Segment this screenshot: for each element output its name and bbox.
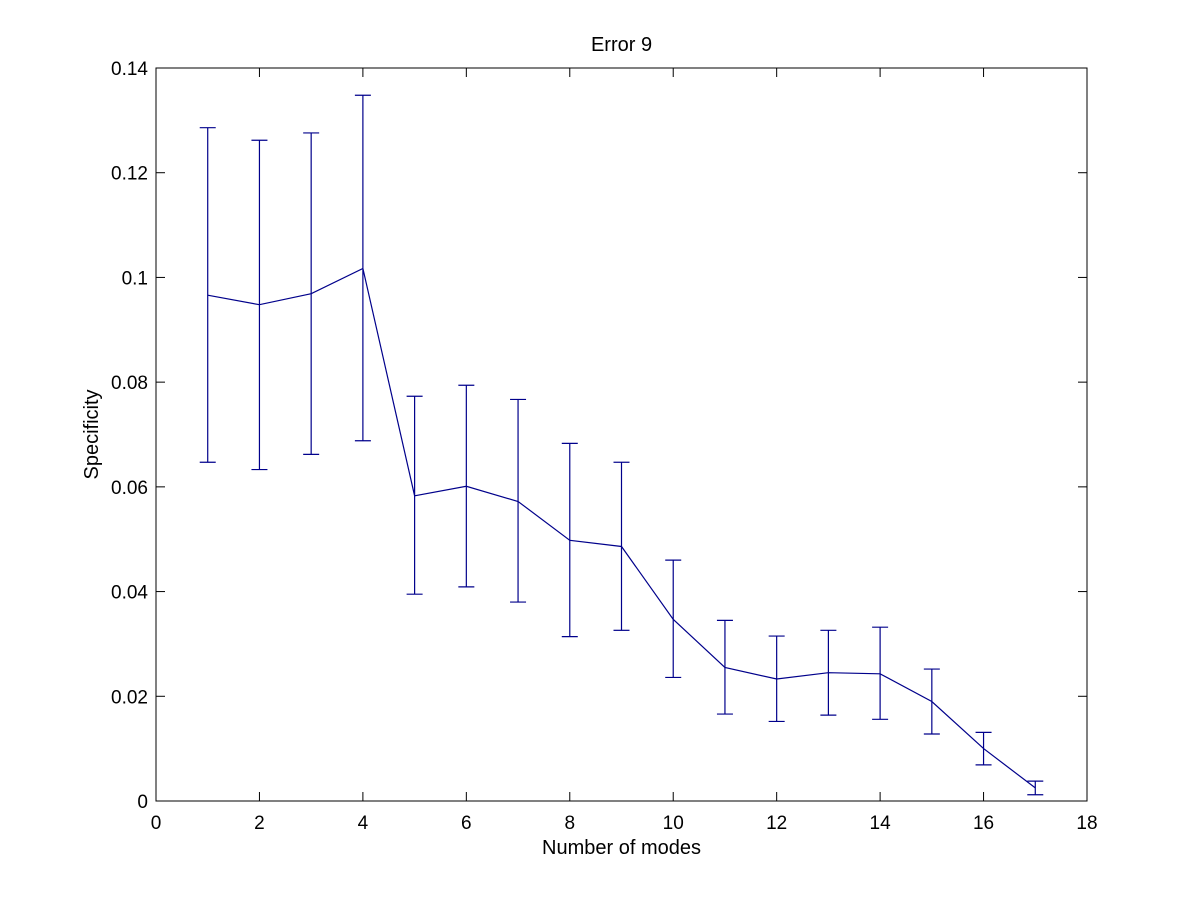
- x-tick-label: 6: [461, 813, 472, 834]
- x-tick-label: 10: [663, 813, 684, 834]
- y-tick-label: 0.14: [111, 59, 148, 80]
- error-bars: [199, 94, 1044, 796]
- x-tick-label: 2: [254, 813, 265, 834]
- chart-title: Error 9: [591, 34, 652, 56]
- y-tick-label: 0.06: [111, 478, 148, 499]
- x-tick-label: 18: [1076, 813, 1097, 834]
- x-tick-label: 14: [870, 813, 892, 834]
- y-tick-label: 0.02: [111, 687, 148, 708]
- axis-tick-labels: 0 2 4 6 8 10 12 14 16 18 0 0.02 0.04 0.06 0.08 0.1 0.12 0…: [111, 59, 1098, 834]
- x-tick-label: 4: [358, 813, 369, 834]
- y-tick-label: 0.12: [111, 164, 148, 185]
- y-tick-label: 0.1: [122, 268, 148, 289]
- axis-ticks: [155, 67, 1088, 802]
- x-axis-title: Number of modes: [542, 837, 701, 859]
- error-bar: [199, 127, 216, 463]
- x-tick-label: 8: [564, 813, 575, 834]
- x-tick-label: 12: [766, 813, 787, 834]
- y-tick-label: 0.04: [111, 583, 148, 604]
- y-axis-title: Specificity: [81, 389, 103, 479]
- plot-area: [155, 67, 1088, 802]
- x-tick-label: 16: [973, 813, 994, 834]
- x-tick-label: 0: [151, 813, 162, 834]
- y-tick-label: 0.08: [111, 373, 148, 394]
- y-tick-label: 0: [137, 792, 148, 813]
- error-bar: [510, 398, 527, 603]
- series-line: [207, 267, 1036, 789]
